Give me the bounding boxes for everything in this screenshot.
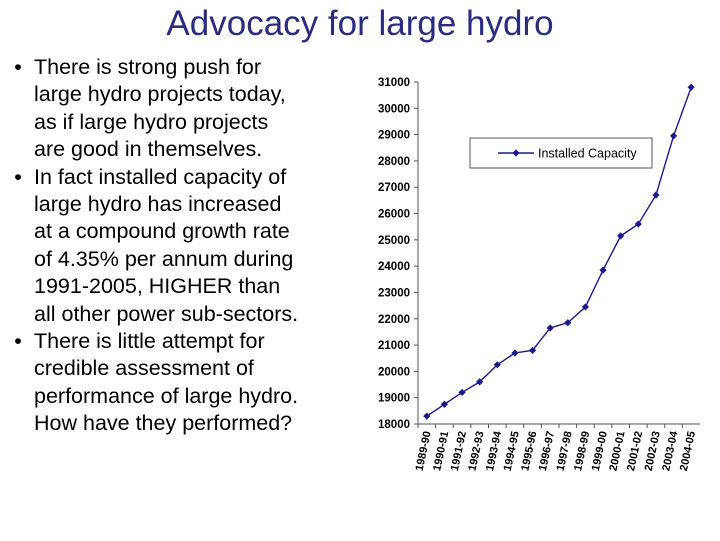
x-tick-label: 2003-04 [660, 429, 680, 472]
slide-title: Advocacy for large hydro [166, 4, 554, 43]
data-point [652, 191, 660, 199]
bullet-line: performance of large hydro. [34, 383, 299, 408]
bullet-line: of 4.35% per annum during [34, 246, 294, 271]
data-point [634, 220, 642, 228]
y-tick-label: 30000 [378, 103, 410, 115]
x-tick-label: 1996-97 [537, 430, 557, 472]
x-tick-label: 1994-95 [502, 430, 522, 472]
data-point [476, 378, 484, 386]
bullet-item: • In fact installed capacity of large hydr… [8, 164, 364, 328]
x-tick-label: 2002-03 [643, 430, 663, 472]
x-tick-label: 1998-99 [572, 430, 592, 472]
data-point [493, 361, 501, 369]
x-tick-label: 2001-02 [625, 430, 645, 472]
y-tick-label: 19000 [378, 393, 410, 405]
y-tick-label: 21000 [378, 340, 410, 352]
installed-capacity-chart: 18000 19000 20000 21000 22000 23000 24000 25000… [378, 77, 700, 472]
data-point [458, 388, 466, 397]
y-tick-label: 31000 [378, 77, 410, 89]
y-tick-label: 27000 [378, 182, 410, 194]
x-tick-label: 1989-90 [414, 430, 434, 472]
data-point [528, 346, 537, 354]
data-point [440, 400, 449, 408]
y-tick-label: 28000 [378, 156, 410, 168]
bullet-line: In fact installed capacity of [34, 164, 287, 189]
bullet-item: • There is strong push for large hydro pro… [8, 54, 364, 164]
data-point [669, 132, 678, 140]
y-tick-label: 29000 [378, 130, 410, 142]
bullet-list: • There is strong push for large hydro pro… [8, 54, 364, 438]
x-tick-label: 1993-94 [484, 429, 504, 472]
y-tick-label: 23000 [378, 287, 410, 299]
data-point [687, 83, 695, 91]
data-point [564, 319, 572, 327]
data-point [546, 324, 554, 332]
bullet-line: credible assessment of [34, 356, 254, 381]
bullet-line: large hydro projects today, [34, 82, 286, 107]
bullet-item: • There is little attempt for credible ass… [8, 328, 364, 438]
bullet-line: as if large hydro projects [34, 109, 269, 134]
y-tick-label: 26000 [378, 209, 410, 221]
bullet-marker: • [14, 329, 22, 354]
x-tick-label: 2004-05 [678, 430, 698, 472]
x-tick-label: 1990-91 [431, 430, 451, 472]
x-tick-label: 1999-00 [590, 430, 610, 472]
y-tick-label: 24000 [378, 261, 410, 273]
legend-label: Installed Capacity [538, 147, 637, 161]
x-tick-label: 1991-92 [449, 430, 469, 472]
y-tick-label: 18000 [378, 419, 410, 431]
x-tick-label: 1997-98 [555, 430, 575, 472]
bullet-marker: • [14, 164, 22, 189]
x-tick-label: 2000-01 [607, 430, 627, 472]
legend-marker [512, 149, 520, 157]
bullet-line: all other power sub-sectors. [34, 301, 299, 326]
series-line [426, 87, 692, 417]
data-point [599, 266, 607, 274]
data-point [511, 349, 519, 357]
x-tick-label: 1992-93 [466, 430, 486, 472]
bullet-line: are good in themselves. [34, 137, 263, 162]
bullet-line: There is strong push for [34, 55, 262, 79]
bullet-line: at a compound growth rate [34, 219, 290, 244]
y-tick-label: 20000 [378, 366, 410, 378]
bullet-line: 1991-2005, HIGHER than [34, 274, 281, 299]
bullet-line: How have they performed? [34, 411, 293, 436]
y-tick-label: 25000 [378, 235, 410, 247]
x-tick-label: 1995-96 [519, 430, 539, 472]
bullet-line: large hydro has increased [34, 192, 282, 217]
data-point [423, 412, 431, 420]
data-point [617, 232, 625, 240]
y-tick-label: 22000 [378, 314, 410, 326]
chart-container: 18000 19000 20000 21000 22000 23000 24000 25000… [360, 64, 716, 536]
bullet-marker: • [14, 55, 22, 79]
bullet-line: There is little attempt for [34, 329, 265, 354]
